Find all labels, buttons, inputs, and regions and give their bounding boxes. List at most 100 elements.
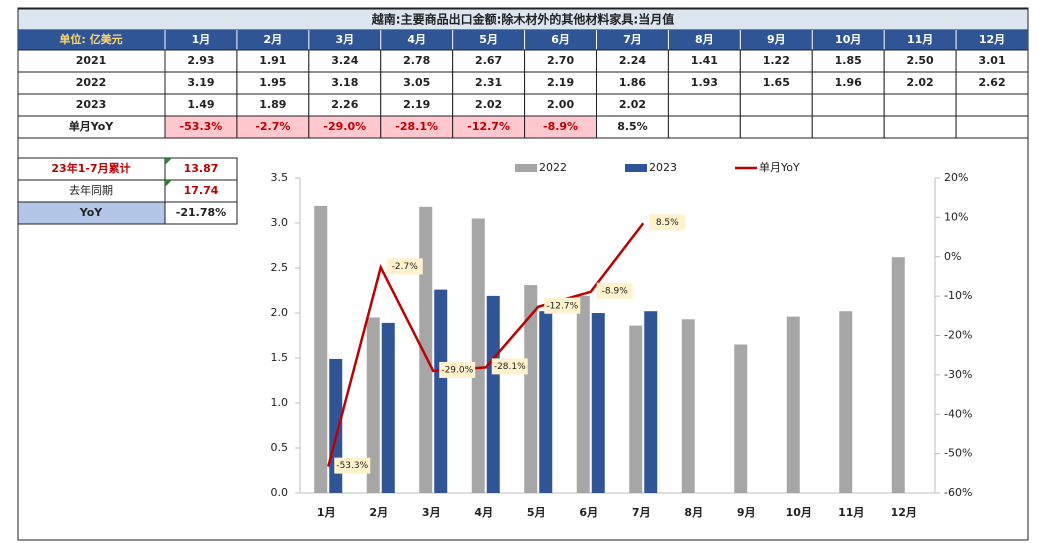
bar xyxy=(366,317,380,493)
bar xyxy=(786,316,800,493)
row-label: 2021 xyxy=(76,54,107,67)
y2-tick-label: 10% xyxy=(944,210,968,223)
cell-value: 2.78 xyxy=(403,54,430,67)
cell-value: 8.5% xyxy=(617,120,648,133)
x-tick-label: 9月 xyxy=(737,506,756,519)
y2-tick-label: -40% xyxy=(944,407,972,420)
data-label: -2.7% xyxy=(392,262,419,272)
x-tick-label: 5月 xyxy=(527,506,546,519)
cell-value: 2.02 xyxy=(475,98,502,111)
header-row xyxy=(18,30,1028,50)
x-tick-label: 3月 xyxy=(422,506,441,519)
bar xyxy=(891,257,905,493)
header-month: 4月 xyxy=(407,33,426,46)
cell-value: 3.19 xyxy=(187,76,214,89)
bar xyxy=(681,319,695,493)
cell-value: 3.01 xyxy=(978,54,1005,67)
x-tick-label: 8月 xyxy=(684,506,703,519)
cell xyxy=(955,93,1029,117)
cell-value: 1.85 xyxy=(835,54,862,67)
cell xyxy=(955,115,1029,139)
row-label: 2023 xyxy=(76,98,107,111)
cell xyxy=(883,115,957,139)
header-month: 5月 xyxy=(479,33,498,46)
x-tick-label: 4月 xyxy=(474,506,493,519)
cell xyxy=(667,93,741,117)
data-label-box xyxy=(544,297,581,314)
yoy-line xyxy=(327,222,645,467)
cell-value: 2.00 xyxy=(547,98,574,111)
summary-label: 去年同期 xyxy=(69,183,113,197)
cell-value: -2.7% xyxy=(255,120,290,133)
x-tick-label: 6月 xyxy=(579,506,598,519)
unit-label: 单位: 亿美元 xyxy=(59,32,122,46)
cell-value: 3.05 xyxy=(403,76,430,89)
cell-value: 2.62 xyxy=(978,76,1005,89)
y-tick-label: 0.0 xyxy=(271,486,289,499)
y-tick-label: 3.0 xyxy=(271,216,289,229)
row-label: 单月YoY xyxy=(69,119,115,133)
y2-tick-label: -30% xyxy=(944,368,972,381)
y2-tick-label: -10% xyxy=(944,289,972,302)
data-label: -53.3% xyxy=(336,461,368,471)
legend-swatch xyxy=(625,164,647,172)
y-tick-label: 2.0 xyxy=(271,306,289,319)
cell-value: -8.9% xyxy=(543,120,578,133)
bar xyxy=(471,218,485,493)
y-tick-label: 0.5 xyxy=(271,441,289,454)
bar xyxy=(734,344,748,493)
data-label-box xyxy=(491,358,528,375)
cell-value: 2.19 xyxy=(547,76,574,89)
cell-value: 3.18 xyxy=(331,76,358,89)
cell xyxy=(883,93,957,117)
cell xyxy=(811,93,885,117)
bar xyxy=(839,311,853,493)
header-month: 2月 xyxy=(264,33,283,46)
cell-value: 2.24 xyxy=(619,54,646,67)
summary-value: 13.87 xyxy=(184,162,219,175)
cell xyxy=(667,115,741,139)
data-label: -12.7% xyxy=(546,301,578,311)
summary-label: YoY xyxy=(79,206,104,219)
bar xyxy=(434,289,448,493)
y2-tick-label: -60% xyxy=(944,486,972,499)
cell-value: -29.0% xyxy=(323,120,366,133)
data-label-box xyxy=(439,361,476,378)
cell-value: 2.31 xyxy=(475,76,502,89)
y-tick-label: 1.5 xyxy=(271,351,289,364)
data-label: 8.5% xyxy=(656,218,679,228)
cell-value: 1.93 xyxy=(691,76,718,89)
y2-tick-label: 0% xyxy=(944,250,961,263)
x-tick-label: 10月 xyxy=(786,506,812,519)
data-label-box xyxy=(596,282,633,299)
x-tick-label: 7月 xyxy=(632,506,651,519)
header-month: 11月 xyxy=(907,33,933,46)
cell-value: 1.96 xyxy=(835,76,862,89)
table-title: 越南:主要商品出口金额:除木材外的其他材料家具:当月值 xyxy=(371,12,674,27)
cell-value: 1.95 xyxy=(259,76,286,89)
cell-value: -28.1% xyxy=(395,120,438,133)
data-label-box xyxy=(334,457,371,474)
header-month: 9月 xyxy=(767,33,786,46)
y-tick-label: 1.0 xyxy=(271,396,289,409)
cell-value: 1.86 xyxy=(619,76,646,89)
legend-label: 2023 xyxy=(649,161,677,174)
y2-tick-label: 20% xyxy=(944,171,968,184)
y2-tick-label: -50% xyxy=(944,447,972,460)
header-month: 7月 xyxy=(623,33,642,46)
header-month: 3月 xyxy=(335,33,354,46)
cell-value: -12.7% xyxy=(467,120,510,133)
cell-value: 2.19 xyxy=(403,98,430,111)
cell xyxy=(811,115,885,139)
legend-swatch xyxy=(515,164,537,172)
y-tick-label: 2.5 xyxy=(271,261,289,274)
cell-value: -53.3% xyxy=(180,120,223,133)
bar xyxy=(524,285,538,493)
cell-value: 1.22 xyxy=(763,54,790,67)
bar xyxy=(539,311,553,493)
data-label-box xyxy=(386,258,423,275)
cell-flag xyxy=(165,180,172,187)
row-label: 2022 xyxy=(76,76,107,89)
cell-value: 3.24 xyxy=(331,54,358,67)
